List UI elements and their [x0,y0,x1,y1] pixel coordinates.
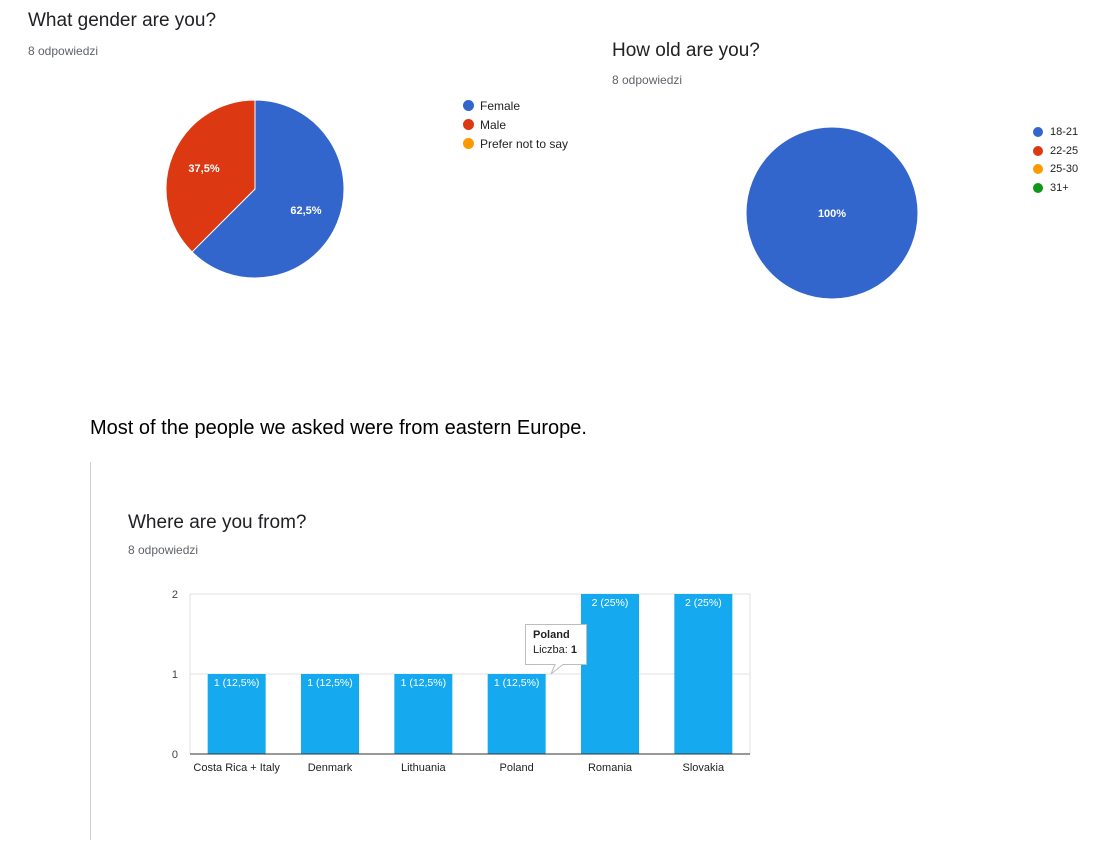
legend-swatch [463,100,474,111]
bar-data-label: 1 (12,5%) [494,677,540,689]
x-tick-label: Slovakia [683,762,725,774]
legend-swatch [463,119,474,130]
country-bar-chart: 0 1 2 1 (12,5%) 1 (12,5%) 1 (12,5%) 1 (12,5%)… [172,589,751,774]
x-tick-label: Lithuania [401,762,447,774]
legend-label: 22-25 [1050,144,1079,157]
bar-tooltip: Poland Liczba: 1 [525,624,587,675]
x-tick-label: Denmark [308,762,353,774]
age-legend-item: 18-21 [1033,123,1078,142]
age-legend-item: 25-30 [1033,160,1078,179]
bar-romania[interactable] [581,594,639,754]
age-legend: 18-21 22-25 25-30 31+ [1033,123,1078,197]
bar-data-label: 2 (25%) [685,597,722,609]
gender-slice-label: 62,5% [290,205,321,217]
gender-legend-item: Prefer not to say [463,134,568,153]
y-tick-label: 2 [172,589,178,601]
legend-swatch [1033,182,1043,193]
x-tick-label: Costa Rica + Italy [193,762,280,774]
legend-swatch [463,138,474,149]
legend-label: 25-30 [1050,163,1079,176]
x-tick-label: Poland [500,762,534,774]
legend-label: 31+ [1050,181,1069,194]
age-question-title: How old are you? [612,40,760,61]
gender-pie-chart: 62,5% 37,5% [165,99,345,279]
age-slice-label: 100% [818,208,846,220]
legend-swatch [1033,145,1043,156]
legend-label: Female [480,98,521,113]
tooltip-title: Poland [533,629,570,641]
gender-slice-label: 37,5% [188,163,219,175]
country-response-count: 8 odpowiedzi [128,543,199,557]
gender-question-title: What gender are you? [28,10,217,31]
bar-data-label: 1 (12,5%) [307,677,353,689]
gender-slice-male[interactable] [165,99,256,253]
legend-label: 18-21 [1050,126,1079,139]
legend-swatch [1033,164,1043,175]
bar-poland[interactable] [487,674,546,754]
gender-legend: Female Male Prefer not to say [463,96,568,153]
y-tick-label: 1 [172,669,178,681]
legend-swatch [1033,127,1043,138]
tooltip-value: 1 [570,644,578,656]
age-legend-item: 31+ [1033,179,1078,198]
age-legend-item: 22-25 [1033,142,1078,161]
legend-label: Prefer not to say [480,136,569,151]
bar-costa-rica-italy[interactable] [207,674,266,754]
age-response-count: 8 odpowiedzi [612,73,683,87]
gender-response-count: 8 odpowiedzi [28,44,99,58]
y-tick-label: 0 [172,749,178,761]
gender-legend-item: Female [463,96,568,115]
gender-legend-item: Male [463,115,568,134]
country-question-title: Where are you from? [128,512,307,533]
bar-denmark[interactable] [301,674,359,754]
x-tick-label: Romania [588,762,633,774]
bar-lithuania[interactable] [394,674,453,754]
tooltip-label: Liczba: [533,644,571,656]
bar-data-label: 1 (12,5%) [401,677,447,689]
card-left-border [90,462,91,840]
findings-caption: Most of the people we asked were from ea… [90,417,587,439]
legend-label: Male [480,117,507,132]
bar-data-label: 2 (25%) [592,597,629,609]
bar-slovakia[interactable] [674,594,733,754]
bar-data-label: 1 (12,5%) [214,677,260,689]
age-slice-18-21[interactable] [745,126,919,300]
age-pie-chart: 100% [745,126,919,300]
gender-slice-female[interactable] [191,99,345,279]
